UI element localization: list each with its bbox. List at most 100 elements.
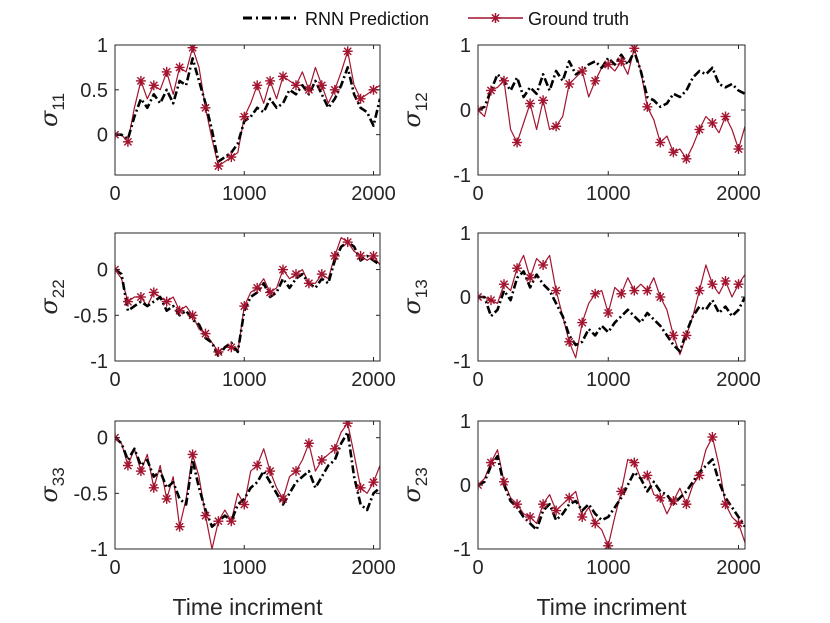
series-group (115, 237, 380, 358)
ground-truth-marker (616, 56, 627, 67)
ground-truth-marker (733, 518, 744, 529)
ground-truth-marker (148, 287, 159, 298)
ground-truth-marker (161, 66, 172, 77)
ground-truth-marker (577, 317, 588, 328)
x-tick-label: 0 (109, 369, 120, 391)
y-tick-label: 0 (460, 475, 471, 497)
ground-truth-marker (694, 124, 705, 135)
ground-truth-marker (174, 305, 185, 316)
ground-truth-marker (187, 310, 198, 321)
ground-truth-marker (265, 466, 276, 477)
ground-truth-marker (629, 285, 640, 296)
ground-truth-marker (720, 111, 731, 122)
y-tick-label: -1 (90, 539, 108, 561)
ground-truth-marker (303, 84, 314, 95)
ground-truth-marker (564, 492, 575, 503)
subplot-sigma-11: 0 1000 2000 0 0.5 1 σ11 (35, 35, 396, 205)
ground-truth-marker (239, 499, 250, 510)
ground-truth-marker (291, 80, 301, 91)
ground-truth-marker (174, 62, 185, 73)
ground-truth-marker (564, 336, 575, 347)
ground-truth-marker (681, 499, 692, 510)
ground-truth-marker (148, 482, 159, 493)
ground-truth-marker (187, 45, 198, 53)
ground-truth-marker (486, 457, 496, 468)
ground-truth-marker (603, 308, 614, 318)
ground-truth-marker (681, 330, 692, 341)
ground-truth-line (478, 254, 745, 359)
ground-truth-marker (213, 516, 224, 527)
ground-truth-marker (355, 482, 366, 493)
ground-truth-marker (329, 250, 340, 261)
y-axis-label: σ12 (398, 92, 431, 127)
x-tick-label: 1000 (222, 369, 267, 391)
ground-truth-marker (499, 75, 509, 86)
ground-truth-marker (642, 470, 653, 481)
ground-truth-marker (187, 449, 198, 460)
ground-truth-marker (486, 295, 496, 306)
ground-truth-line (115, 47, 380, 167)
y-tick-label: -0.5 (74, 305, 108, 327)
x-axis-label: Time incriment (537, 594, 688, 620)
ground-truth-marker (616, 486, 627, 497)
ground-truth-marker (291, 269, 301, 280)
ground-truth-marker (148, 80, 159, 91)
x-tick-label: 2000 (351, 369, 396, 391)
ground-truth-marker (655, 292, 666, 302)
ground-truth-marker (525, 512, 536, 522)
rnn-prediction-line (478, 270, 745, 353)
series-group (478, 254, 745, 359)
ground-truth-marker (329, 443, 340, 454)
y-tick-label: -1 (90, 351, 108, 373)
ground-truth-marker (342, 421, 353, 429)
x-tick-label: 1000 (586, 557, 631, 579)
ground-truth-marker (551, 505, 562, 516)
y-axis-label: σ22 (35, 279, 68, 314)
ground-truth-marker (629, 45, 640, 54)
x-tick-label: 0 (472, 369, 483, 391)
ground-truth-marker (316, 455, 327, 465)
legend-truth-marker (490, 13, 501, 23)
ground-truth-marker (291, 466, 301, 477)
subplot-sigma-33: 0 1000 2000 -1 -0.5 0 σ33 Time incriment (35, 420, 396, 620)
ground-truth-marker (135, 292, 146, 302)
ground-truth-marker (213, 346, 224, 357)
ground-truth-marker (252, 80, 263, 91)
plot-area (115, 233, 380, 361)
ground-truth-marker (694, 285, 705, 296)
ground-truth-marker (655, 492, 666, 503)
ground-truth-marker (590, 518, 601, 529)
ground-truth-marker (707, 432, 718, 442)
ground-truth-marker (316, 269, 327, 280)
ground-truth-marker (355, 93, 366, 104)
ground-truth-marker (525, 98, 536, 109)
ground-truth-marker (707, 279, 718, 290)
x-tick-label: 2000 (351, 183, 396, 205)
y-tick-label: 1 (460, 35, 471, 57)
axes-box (114, 232, 381, 362)
ground-truth-marker (226, 342, 237, 353)
ground-truth-marker (342, 237, 353, 248)
ground-truth-marker (642, 101, 653, 112)
ground-truth-marker (239, 111, 250, 122)
ground-truth-marker (538, 95, 549, 106)
ground-truth-marker (525, 272, 536, 283)
ground-truth-marker (226, 152, 237, 163)
x-tick-label: 2000 (716, 183, 761, 205)
y-tick-label: -0.5 (74, 483, 108, 505)
y-axis-label: σ33 (35, 467, 68, 502)
y-axis-label: σ23 (398, 467, 431, 502)
x-tick-label: 1000 (586, 369, 631, 391)
ground-truth-marker (303, 278, 314, 289)
y-tick-label: 1 (460, 223, 471, 245)
ground-truth-marker (122, 460, 133, 471)
ground-truth-marker (603, 59, 614, 70)
ground-truth-marker (512, 263, 523, 274)
ground-truth-marker (252, 460, 263, 471)
ground-truth-marker (200, 328, 211, 339)
ground-truth-marker (278, 71, 288, 82)
rnn-prediction-line (478, 454, 745, 532)
